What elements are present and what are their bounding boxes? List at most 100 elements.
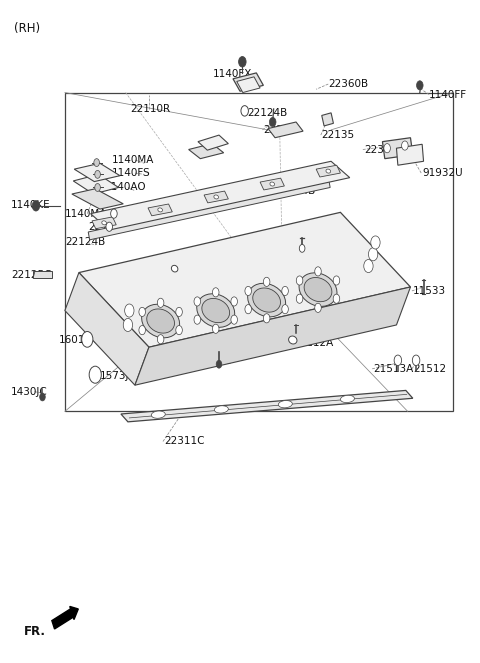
Circle shape: [369, 248, 378, 261]
Text: 22110R: 22110R: [130, 104, 170, 114]
Text: 1430JK: 1430JK: [120, 284, 156, 294]
Circle shape: [282, 304, 288, 314]
Polygon shape: [396, 145, 423, 165]
Ellipse shape: [171, 265, 178, 272]
Circle shape: [216, 360, 222, 368]
Circle shape: [245, 304, 252, 314]
Circle shape: [194, 297, 201, 306]
Ellipse shape: [253, 288, 280, 312]
Ellipse shape: [202, 298, 229, 323]
Polygon shape: [92, 217, 116, 229]
Circle shape: [245, 286, 252, 296]
Text: 11533: 11533: [413, 286, 446, 296]
Circle shape: [315, 303, 321, 312]
Polygon shape: [121, 391, 413, 422]
Text: 22124B: 22124B: [65, 237, 105, 247]
Circle shape: [40, 393, 45, 401]
Circle shape: [176, 308, 182, 316]
Circle shape: [213, 288, 219, 297]
Text: 1430JC: 1430JC: [11, 387, 48, 396]
Polygon shape: [322, 113, 334, 126]
Text: 22129: 22129: [163, 266, 196, 276]
Text: H31176: H31176: [191, 356, 232, 366]
Circle shape: [231, 315, 238, 324]
Ellipse shape: [215, 406, 228, 413]
Text: 22124B: 22124B: [275, 186, 315, 196]
Polygon shape: [88, 180, 330, 240]
Ellipse shape: [142, 304, 180, 338]
Polygon shape: [233, 73, 264, 91]
Ellipse shape: [270, 182, 275, 186]
Circle shape: [402, 141, 408, 150]
Text: 1573JM: 1573JM: [100, 371, 138, 381]
Polygon shape: [189, 144, 224, 158]
Circle shape: [384, 144, 390, 152]
Text: 22125C: 22125C: [11, 270, 52, 280]
Circle shape: [157, 298, 164, 308]
Text: 22135: 22135: [322, 130, 355, 140]
Circle shape: [157, 335, 164, 344]
Text: FR.: FR.: [24, 625, 46, 638]
Text: 22311C: 22311C: [164, 436, 204, 446]
Bar: [33, 271, 52, 278]
FancyArrow shape: [52, 607, 78, 629]
Ellipse shape: [288, 336, 297, 344]
Ellipse shape: [326, 169, 331, 173]
Ellipse shape: [214, 195, 218, 199]
Circle shape: [417, 81, 423, 90]
Circle shape: [176, 326, 182, 335]
Ellipse shape: [158, 208, 162, 212]
Circle shape: [94, 158, 99, 166]
Text: 22124B: 22124B: [88, 221, 129, 232]
Circle shape: [241, 105, 249, 116]
Circle shape: [111, 209, 117, 218]
Circle shape: [106, 222, 112, 231]
Bar: [65, 93, 453, 411]
Text: 22113A: 22113A: [294, 325, 334, 335]
Text: 1140KE: 1140KE: [11, 200, 51, 210]
Text: 1140FF: 1140FF: [429, 90, 468, 99]
Circle shape: [282, 286, 288, 296]
Text: 1140AO: 1140AO: [105, 182, 146, 192]
Circle shape: [32, 201, 40, 211]
Ellipse shape: [299, 272, 337, 306]
Circle shape: [315, 267, 321, 276]
Text: 22112A: 22112A: [294, 338, 334, 348]
Polygon shape: [268, 122, 303, 138]
Circle shape: [296, 294, 303, 303]
Polygon shape: [91, 161, 350, 230]
Polygon shape: [237, 77, 260, 93]
Polygon shape: [198, 135, 228, 150]
Polygon shape: [73, 174, 119, 194]
Text: 22360B: 22360B: [329, 79, 369, 89]
Text: 22321: 22321: [264, 125, 297, 135]
Ellipse shape: [147, 309, 175, 333]
Polygon shape: [316, 165, 340, 177]
Polygon shape: [260, 178, 284, 190]
Polygon shape: [204, 191, 228, 203]
Circle shape: [333, 294, 340, 303]
Circle shape: [231, 297, 238, 306]
Ellipse shape: [197, 294, 235, 328]
Text: 1140FX: 1140FX: [212, 69, 252, 79]
Circle shape: [394, 355, 402, 365]
Circle shape: [264, 277, 270, 286]
Circle shape: [82, 332, 93, 347]
Text: 1140FS: 1140FS: [111, 168, 150, 178]
Circle shape: [269, 117, 276, 127]
Text: 1140MA: 1140MA: [111, 155, 154, 165]
Text: 1601DG: 1601DG: [59, 335, 102, 345]
Circle shape: [139, 326, 145, 335]
Circle shape: [194, 315, 201, 324]
Polygon shape: [65, 272, 149, 385]
Text: (RH): (RH): [14, 22, 41, 35]
Circle shape: [89, 366, 101, 383]
Circle shape: [333, 276, 340, 285]
Polygon shape: [135, 287, 410, 385]
Circle shape: [125, 304, 134, 317]
Circle shape: [213, 324, 219, 333]
Circle shape: [371, 236, 380, 249]
Circle shape: [123, 318, 132, 332]
Circle shape: [95, 184, 100, 192]
Circle shape: [239, 56, 246, 67]
